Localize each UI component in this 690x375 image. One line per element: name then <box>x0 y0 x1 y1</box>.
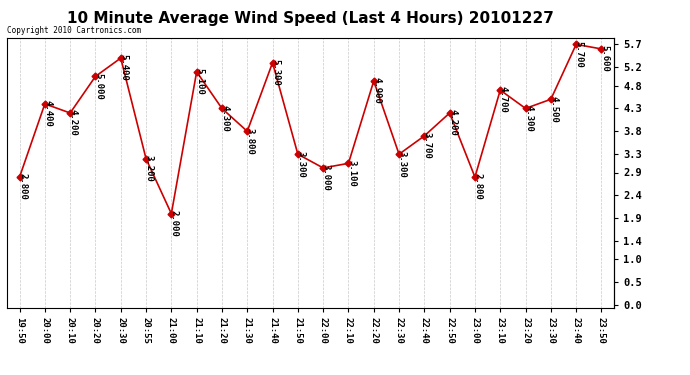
Text: 5.300: 5.300 <box>271 59 280 86</box>
Text: 4.200: 4.200 <box>448 110 457 136</box>
Text: 4.300: 4.300 <box>524 105 533 132</box>
Text: 3.200: 3.200 <box>145 155 154 182</box>
Text: 5.000: 5.000 <box>94 73 103 100</box>
Text: 2.800: 2.800 <box>18 173 27 200</box>
Text: 4.300: 4.300 <box>221 105 230 132</box>
Text: 5.700: 5.700 <box>575 41 584 68</box>
Text: 4.900: 4.900 <box>373 77 382 104</box>
Text: 2.800: 2.800 <box>473 173 482 200</box>
Text: 5.100: 5.100 <box>195 68 204 95</box>
Text: 3.800: 3.800 <box>246 128 255 154</box>
Text: 4.500: 4.500 <box>549 96 558 123</box>
Text: 4.400: 4.400 <box>43 100 52 127</box>
Text: 3.000: 3.000 <box>322 164 331 191</box>
Text: 3.300: 3.300 <box>297 150 306 177</box>
Text: 3.300: 3.300 <box>397 150 406 177</box>
Text: 4.700: 4.700 <box>499 87 508 113</box>
Text: Copyright 2010 Cartronics.com: Copyright 2010 Cartronics.com <box>7 26 141 35</box>
Text: 2.000: 2.000 <box>170 210 179 237</box>
Text: 3.700: 3.700 <box>423 132 432 159</box>
Text: 10 Minute Average Wind Speed (Last 4 Hours) 20101227: 10 Minute Average Wind Speed (Last 4 Hou… <box>67 11 554 26</box>
Text: 5.600: 5.600 <box>600 45 609 72</box>
Text: 5.400: 5.400 <box>119 54 128 81</box>
Text: 4.200: 4.200 <box>69 110 78 136</box>
Text: 3.100: 3.100 <box>347 160 356 186</box>
